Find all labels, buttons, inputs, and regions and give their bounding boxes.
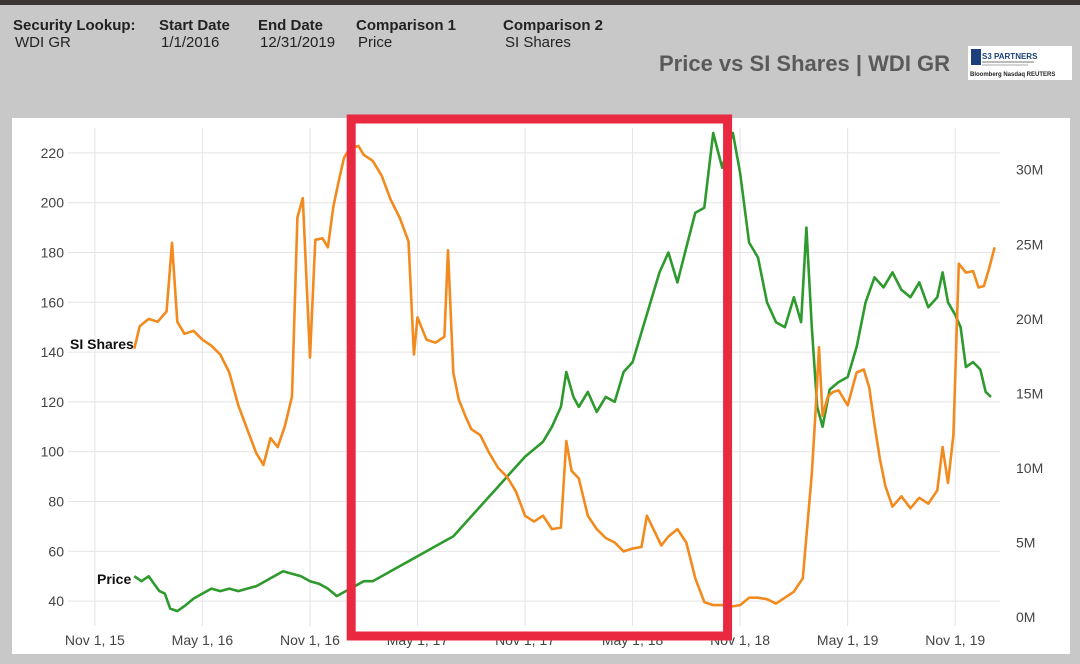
y-left-tick-label: 160	[41, 294, 65, 310]
y-left-tick-label: 100	[41, 444, 65, 460]
comparison-2-value: SI Shares	[505, 34, 571, 51]
end-date-value: 12/31/2019	[260, 34, 336, 51]
start-date-label: Start Date	[159, 17, 230, 34]
x-tick-label: May 1, 16	[172, 632, 234, 648]
si-shares-series-line	[133, 144, 996, 608]
s3-partners-logo: S3 PARTNERS Bloomberg Nasdaq REUTERS	[968, 46, 1072, 80]
y-right-tick-label: 30M	[1016, 162, 1043, 178]
comparison-2-field[interactable]: Comparison 2 SI Shares	[503, 17, 603, 51]
security-lookup-value: WDI GR	[15, 34, 71, 51]
y-right-tick-label: 0M	[1016, 609, 1035, 625]
security-lookup-field[interactable]: Security Lookup: WDI GR	[13, 17, 136, 51]
logo-brand-text: S3 PARTNERS	[982, 52, 1038, 61]
end-date-label: End Date	[258, 17, 324, 34]
y-left-tick-label: 60	[48, 543, 64, 559]
highlight-box	[346, 114, 733, 641]
y-left-tick-label: 120	[41, 394, 65, 410]
end-date-field[interactable]: End Date 12/31/2019	[258, 17, 335, 51]
si-shares-series-label: SI Shares	[70, 336, 134, 352]
x-tick-label: Nov 1, 16	[280, 632, 340, 648]
price-series-line	[133, 131, 992, 613]
y-right-tick-label: 15M	[1016, 385, 1043, 401]
comparison-1-label: Comparison 1	[356, 17, 457, 34]
start-date-value: 1/1/2016	[161, 34, 220, 51]
security-lookup-label: Security Lookup:	[13, 17, 136, 34]
y-right-tick-label: 5M	[1016, 535, 1035, 551]
chart-title: Price vs SI Shares | WDI GR	[659, 51, 951, 76]
x-tick-label: May 1, 19	[817, 632, 879, 648]
y-left-tick-label: 80	[48, 494, 64, 510]
window-top-bar	[0, 0, 1080, 5]
price-series-label: Price	[97, 571, 131, 587]
start-date-field[interactable]: Start Date 1/1/2016	[159, 17, 230, 51]
x-tick-label: Nov 1, 15	[65, 632, 125, 648]
y-right-tick-label: 10M	[1016, 460, 1043, 476]
y-left-tick-label: 180	[41, 245, 65, 261]
y-left-tick-label: 140	[41, 344, 65, 360]
y-left-tick-label: 220	[41, 145, 65, 161]
comparison-1-value: Price	[358, 34, 393, 51]
y-left-tick-label: 200	[41, 195, 65, 211]
y-right-tick-label: 20M	[1016, 311, 1043, 327]
comparison-2-label: Comparison 2	[503, 17, 604, 34]
comparison-1-field[interactable]: Comparison 1 Price	[356, 17, 456, 51]
chart-panel	[12, 118, 1070, 654]
y-right-tick-label: 25M	[1016, 236, 1043, 252]
logo-partner-text: Bloomberg Nasdaq REUTERS	[970, 72, 1055, 78]
y-left-tick-label: 40	[48, 593, 64, 609]
x-tick-label: Nov 1, 19	[925, 632, 985, 648]
